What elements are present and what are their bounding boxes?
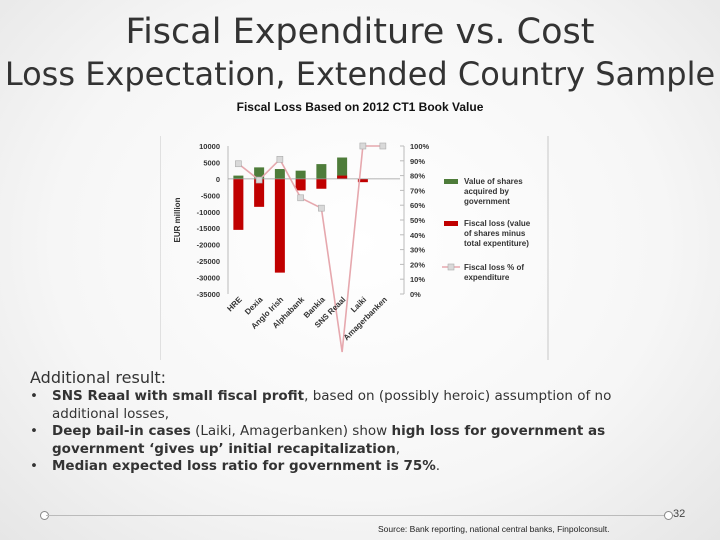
bullet-text: ,	[395, 440, 401, 457]
y2-tick-label: 60%	[410, 201, 425, 210]
y-tick-label: 5000	[203, 158, 220, 167]
loss-percent-marker	[297, 194, 304, 202]
source-note: Source: Bank reporting, national central…	[378, 524, 610, 534]
result-bullet-list: • SNS Reaal with small fiscal profit, ba…	[30, 388, 670, 476]
bar-value-of-shares	[274, 169, 285, 179]
category-label: HRE	[225, 295, 244, 314]
loss-percent-marker	[235, 160, 242, 168]
y-tick-label: -15000	[197, 224, 220, 233]
loss-percent-marker	[318, 204, 325, 212]
bullet-item-median: • Median expected loss ratio for governm…	[30, 458, 670, 476]
y-tick-label: 0	[216, 175, 220, 184]
loss-percent-marker	[359, 142, 367, 150]
chart-title: Fiscal Loss Based on 2012 CT1 Book Value	[236, 100, 484, 114]
bar-fiscal-loss	[295, 178, 306, 191]
bullet-item-sns: • SNS Reaal with small fiscal profit, ba…	[30, 388, 670, 423]
y-tick-label: -25000	[197, 257, 220, 266]
y2-tick-label: 0%	[410, 290, 421, 299]
bullet-bold-text: Median expected loss ratio for governmen…	[52, 458, 436, 474]
loss-percent-marker	[276, 156, 284, 163]
bullet-item-bail-in: • Deep bail-in cases (Laiki, Amagerbanke…	[30, 423, 670, 458]
legend-label: government	[464, 197, 510, 206]
y-tick-label: -10000	[197, 208, 220, 217]
legend-label: Fiscal loss % of	[464, 263, 524, 272]
y2-tick-label: 30%	[410, 246, 425, 255]
y2-tick-label: 20%	[410, 260, 425, 269]
legend-label: of shares minus	[464, 229, 526, 238]
loss-percent-line	[237, 145, 383, 353]
page-number: 32	[673, 508, 686, 520]
legend-label: acquired by	[464, 187, 509, 196]
y-tick-label: -20000	[197, 241, 220, 250]
footer-divider	[46, 515, 664, 516]
y2-tick-label: 40%	[410, 231, 425, 240]
additional-result-label: Additional result:	[30, 368, 167, 387]
bar-value-of-shares	[337, 157, 348, 179]
bullet-text: .	[435, 458, 441, 474]
bullet-bold-text: Deep bail-in cases	[52, 423, 191, 439]
slide-title-line2: Loss Expectation, Extended Country Sampl…	[4, 55, 716, 93]
y-axis-title: EUR million	[173, 197, 182, 242]
bar-fiscal-loss	[337, 175, 348, 179]
legend-label: total expentiture)	[464, 239, 529, 248]
bar-value-of-shares	[295, 170, 306, 179]
bullet-bold-text: high loss for government as government ‘…	[52, 423, 606, 457]
bullet-glyph: •	[30, 388, 38, 404]
bar-fiscal-loss	[316, 178, 327, 189]
loss-percent-marker	[255, 176, 263, 184]
y-tick-label: 10000	[199, 142, 220, 151]
y-tick-label: -35000	[197, 290, 220, 299]
y2-tick-label: 100%	[410, 142, 430, 151]
bar-value-of-shares	[233, 175, 244, 179]
legend-label: Fiscal loss (value	[464, 219, 531, 228]
y2-tick-label: 10%	[410, 275, 425, 284]
y-tick-label: -30000	[197, 274, 220, 283]
loss-percent-marker	[379, 142, 387, 150]
y2-tick-label: 50%	[410, 216, 425, 225]
legend-label: expenditure	[464, 273, 510, 282]
y-tick-label: -5000	[201, 191, 220, 200]
bar-value-of-shares	[316, 164, 327, 179]
legend-swatch-marker	[447, 263, 455, 271]
bullet-text: (Laiki, Amagerbanken) show	[190, 423, 392, 439]
legend-swatch	[444, 221, 458, 226]
bar-fiscal-loss	[254, 178, 265, 207]
y2-tick-label: 90%	[410, 157, 425, 166]
bar-fiscal-loss	[233, 178, 244, 230]
bullet-glyph: •	[30, 423, 38, 439]
y2-tick-label: 70%	[410, 186, 425, 195]
chart: EUR million 10000 5000 0 -5000 -10000 -15000 -2…	[160, 136, 549, 360]
footer-right-circle	[664, 511, 673, 520]
bullet-glyph: •	[30, 458, 38, 474]
bar-fiscal-loss	[274, 178, 285, 273]
bullet-text: , based on (possibly heroic) assumption …	[52, 388, 612, 422]
legend-swatch	[444, 179, 458, 184]
legend-label: Value of shares	[464, 177, 523, 186]
bullet-bold-text: SNS Reaal with small fiscal profit	[52, 388, 305, 404]
bar-fiscal-loss	[357, 178, 368, 183]
bar-value-of-shares	[254, 167, 265, 179]
slide-title-line1: Fiscal Expenditure vs. Cost	[125, 12, 595, 52]
y2-tick-label: 80%	[410, 172, 425, 181]
